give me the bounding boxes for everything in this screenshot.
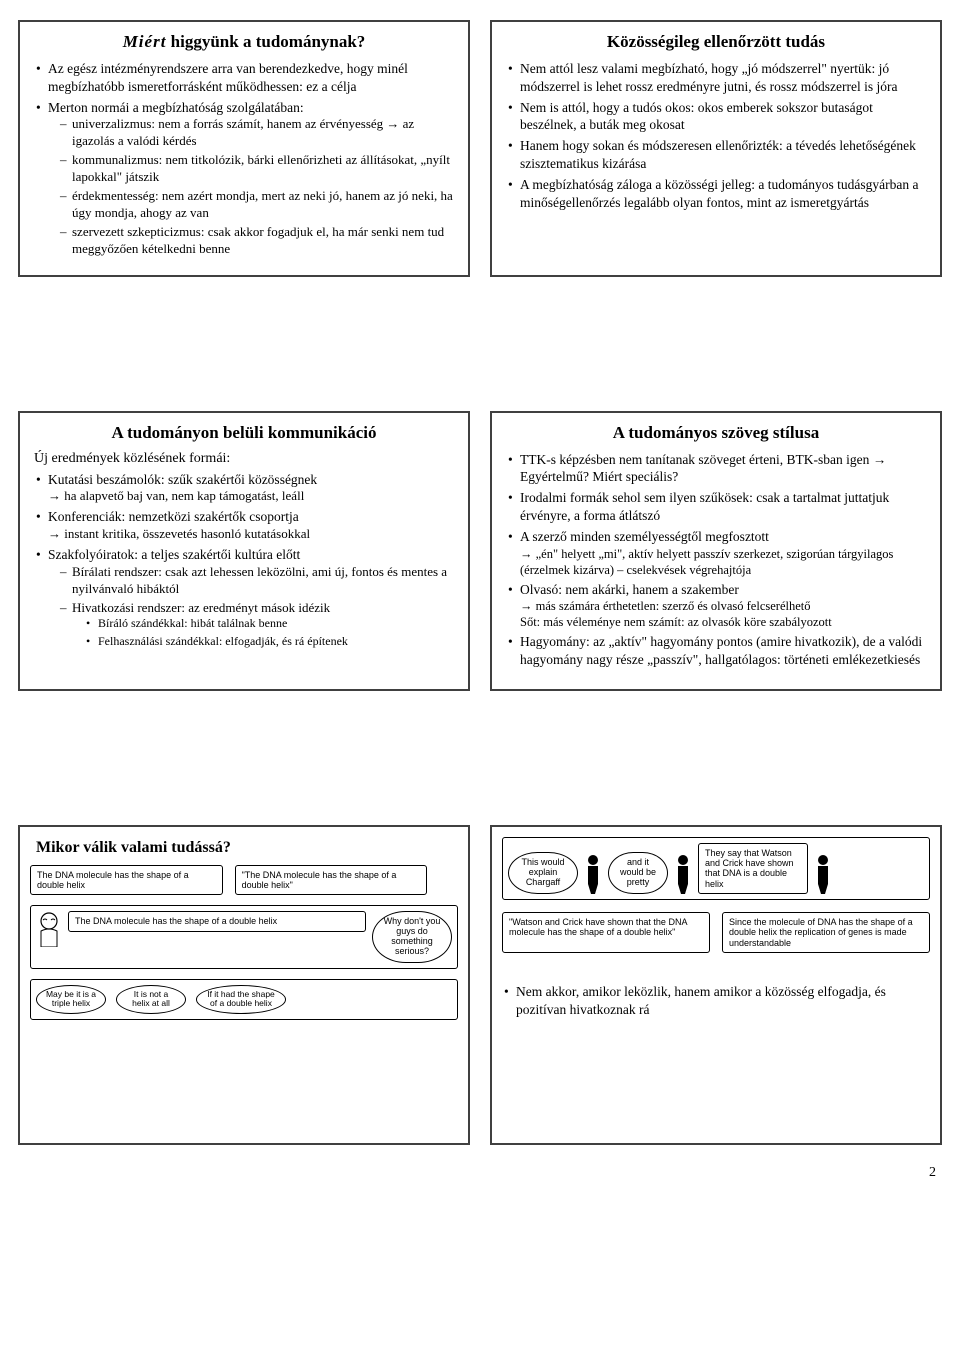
s5-p3c: If it had the shape of a double helix xyxy=(196,985,286,1014)
page-grid: Miért higgyünk a tudománynak? Az egész i… xyxy=(18,20,942,1145)
s6-row1: This would explain Chargaff and it would… xyxy=(502,837,930,900)
s4-a4: → más számára érthetetlen: szerző és olv… xyxy=(520,598,926,614)
slide-6-bullets: Nem akkor, amikor leközlik, hanem amikor… xyxy=(502,983,930,1019)
s6-b1: Nem akkor, amikor leközlik, hanem amikor… xyxy=(502,983,930,1019)
s3-sb1: Bíráló szándékkal: hibát találnak benne xyxy=(86,616,454,632)
spacer-1 xyxy=(18,299,942,389)
s3-small-bullets: Bíráló szándékkal: hibát találnak benne … xyxy=(72,616,454,649)
s5-row2: The DNA molecule has the shape of a doub… xyxy=(30,905,458,969)
slide-6: This would explain Chargaff and it would… xyxy=(490,825,942,1145)
s5-p3b: It is not a helix at all xyxy=(116,985,186,1014)
s4-b2: Irodalmi formák sehol sem ilyen szűkösek… xyxy=(506,489,926,525)
slide-1: Miért higgyünk a tudománynak? Az egész i… xyxy=(18,20,470,277)
s1-d2: kommunalizmus: nem titkolózik, bárki ell… xyxy=(60,152,454,186)
s5-p2a: The DNA molecule has the shape of a doub… xyxy=(68,911,366,931)
s4-a4b: Sőt: más véleménye nem számít: az olvasó… xyxy=(520,614,926,630)
person-head-icon xyxy=(36,911,62,947)
s3-d1: Bírálati rendszer: csak azt lehessen lek… xyxy=(60,564,454,598)
slide-4-title: A tudományos szöveg stílusa xyxy=(506,423,926,443)
slide-4-bullets: TTK-s képzésben nem tanítanak szöveget é… xyxy=(506,451,926,670)
s3-b2-text: Konferenciák: nemzetközi szakértők csopo… xyxy=(48,509,299,524)
s6-row2: "Watson and Crick have shown that the DN… xyxy=(502,912,930,953)
slide-3-bullets: Kutatási beszámolók: szűk szakértői közö… xyxy=(34,471,454,650)
slide-5: Mikor válik valami tudássá? The DNA mole… xyxy=(18,825,470,1145)
s5-p1a: The DNA molecule has the shape of a doub… xyxy=(30,865,223,896)
s4-b1: TTK-s képzésben nem tanítanak szöveget é… xyxy=(506,451,926,487)
s4-b3: A szerző minden személyességtől megfoszt… xyxy=(506,528,926,578)
slide-1-title-rest: higgyünk a tudománynak? xyxy=(166,32,365,51)
s3-a1: → ha alapvető baj van, nem kap támogatás… xyxy=(48,488,454,505)
s2-b4: A megbízhatóság záloga a közösségi jelle… xyxy=(506,176,926,212)
s6-p2b: Since the molecule of DNA has the shape … xyxy=(722,912,930,953)
s6-p2a: "Watson and Crick have shown that the DN… xyxy=(502,912,710,953)
s3-b3: Szakfolyóiratok: a teljes szakértői kult… xyxy=(34,546,454,650)
s5-row3: May be it is a triple helix It is not a … xyxy=(30,979,458,1020)
s5-p1b: "The DNA molecule has the shape of a dou… xyxy=(235,865,428,896)
s6-p1a: This would explain Chargaff xyxy=(508,852,578,894)
s1-b2: Merton normái a megbízhatóság szolgálatá… xyxy=(34,99,454,258)
slide-2-bullets: Nem attól lesz valami megbízható, hogy „… xyxy=(506,60,926,212)
s3-b1: Kutatási beszámolók: szűk szakértői közö… xyxy=(34,471,454,506)
page-number: 2 xyxy=(18,1165,942,1181)
s3-d2-text: Hivatkozási rendszer: az eredményt mások… xyxy=(72,600,330,615)
s6-p1b: and it would be pretty xyxy=(608,852,668,894)
s1-dashes: univerzalizmus: nem a forrás számít, han… xyxy=(48,116,454,257)
s3-sb2: Felhasználási szándékkal: elfogadják, és… xyxy=(86,634,454,650)
s4-a3: → „én" helyett „mi", aktív helyett passz… xyxy=(520,546,926,578)
s3-b2: Konferenciák: nemzetközi szakértők csopo… xyxy=(34,508,454,543)
slide-5-title: Mikor válik valami tudássá? xyxy=(36,839,458,857)
s3-b3-text: Szakfolyóiratok: a teljes szakértői kult… xyxy=(48,547,300,562)
s3-b1-text: Kutatási beszámolók: szűk szakértői közö… xyxy=(48,472,317,487)
s1-d3: érdekmentesség: nem azért mondja, mert a… xyxy=(60,188,454,222)
s5-p3a: May be it is a triple helix xyxy=(36,985,106,1014)
slide-2: Közösségileg ellenőrzött tudás Nem attól… xyxy=(490,20,942,277)
spacer-2 xyxy=(18,713,942,803)
s5-row1: The DNA molecule has the shape of a doub… xyxy=(30,865,458,896)
s2-b3: Hanem hogy sokan és módszeresen ellenőri… xyxy=(506,137,926,173)
slide-1-bullets: Az egész intézményrendszere arra van ber… xyxy=(34,60,454,258)
s3-a2: → instant kritika, összevetés hasonló ku… xyxy=(48,526,454,543)
slide-4: A tudományos szöveg stílusa TTK-s képzés… xyxy=(490,411,942,691)
s3-dashes: Bírálati rendszer: csak azt lehessen lek… xyxy=(48,564,454,650)
person-silhouette-icon xyxy=(584,854,602,894)
person-silhouette-icon xyxy=(814,854,832,894)
s4-b4-text: Olvasó: nem akárki, hanem a szakember xyxy=(520,582,739,597)
s1-d4: szervezett szkepticizmus: csak akkor fog… xyxy=(60,224,454,258)
s1-d1: univerzalizmus: nem a forrás számít, han… xyxy=(60,116,454,150)
s4-b3-text: A szerző minden személyességtől megfoszt… xyxy=(520,529,769,544)
person-silhouette-icon xyxy=(674,854,692,894)
s2-b2: Nem is attól, hogy a tudós okos: okos em… xyxy=(506,99,926,135)
slide-3-subtitle: Új eredmények közlésének formái: xyxy=(34,451,454,467)
slide-1-title-italic: Miért xyxy=(123,32,167,51)
slide-1-title: Miért higgyünk a tudománynak? xyxy=(34,32,454,52)
s5-p2b: Why don't you guys do something serious? xyxy=(372,911,452,963)
s6-p1c: They say that Watson and Crick have show… xyxy=(698,843,808,894)
s4-b4: Olvasó: nem akárki, hanem a szakember → … xyxy=(506,581,926,631)
s1-b2-text: Merton normái a megbízhatóság szolgálatá… xyxy=(48,100,304,115)
s1-b1: Az egész intézményrendszere arra van ber… xyxy=(34,60,454,96)
s4-b5: Hagyomány: az „aktív" hagyomány pontos (… xyxy=(506,633,926,669)
s2-b1: Nem attól lesz valami megbízható, hogy „… xyxy=(506,60,926,96)
slide-2-title: Közösségileg ellenőrzött tudás xyxy=(506,32,926,52)
slide-3-title: A tudományon belüli kommunikáció xyxy=(34,423,454,443)
slide-3: A tudományon belüli kommunikáció Új ered… xyxy=(18,411,470,691)
s3-d2: Hivatkozási rendszer: az eredményt mások… xyxy=(60,600,454,650)
